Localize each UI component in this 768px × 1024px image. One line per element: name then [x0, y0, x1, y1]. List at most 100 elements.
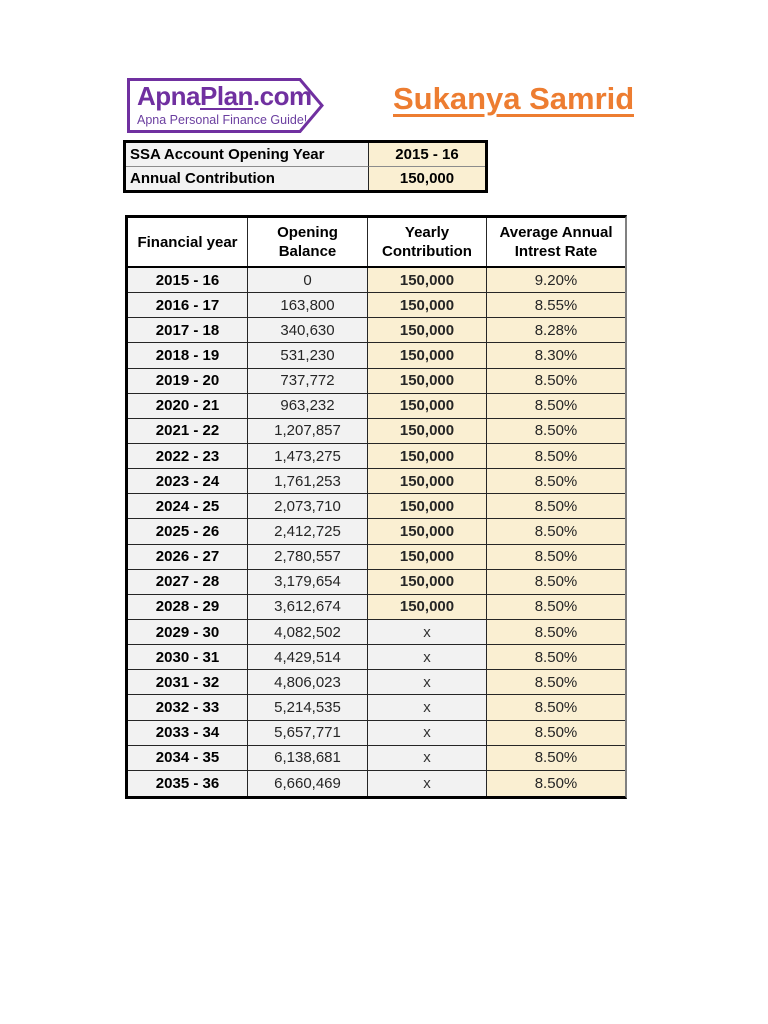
logo-text: ApnaPlan.com Apna Personal Finance Guide… — [137, 82, 312, 128]
cell-financial-year: 2017 - 18 — [128, 318, 248, 344]
cell-financial-year: 2032 - 33 — [128, 695, 248, 721]
table-row: 2019 - 20 737,772 150,000 8.50% — [128, 368, 625, 394]
cell-interest-rate: 8.50% — [487, 494, 625, 520]
table-row: 2033 - 34 5,657,771 x 8.50% — [128, 720, 625, 746]
cell-financial-year: 2035 - 36 — [128, 770, 248, 796]
ssa-projection-table: Financial year Opening Balance Yearly Co… — [125, 215, 627, 799]
cell-yearly-contribution: 150,000 — [368, 594, 487, 620]
table-row: 2025 - 26 2,412,725 150,000 8.50% — [128, 519, 625, 545]
table-row: 2023 - 24 1,761,253 150,000 8.50% — [128, 469, 625, 495]
cell-yearly-contribution: 150,000 — [368, 343, 487, 369]
cell-financial-year: 2015 - 16 — [128, 268, 248, 294]
cell-interest-rate: 8.28% — [487, 318, 625, 344]
cell-yearly-contribution: 150,000 — [368, 519, 487, 545]
cell-financial-year: 2020 - 21 — [128, 393, 248, 419]
apnaplan-logo: ApnaPlan.com Apna Personal Finance Guide… — [127, 78, 325, 133]
cell-yearly-contribution: 150,000 — [368, 368, 487, 394]
cell-opening-balance: 963,232 — [248, 393, 368, 419]
table-row: 2022 - 23 1,473,275 150,000 8.50% — [128, 443, 625, 470]
table-row: 2015 - 16 0 150,000 9.20% — [128, 268, 625, 294]
summary-label-annual-contribution: Annual Contribution — [126, 166, 368, 190]
header-interest-rate: Average Annual Intrest Rate — [487, 218, 625, 266]
cell-interest-rate: 8.50% — [487, 418, 625, 444]
cell-yearly-contribution: x — [368, 645, 487, 671]
page-title: Sukanya Samriddh — [393, 81, 634, 116]
logo-arrow-shape — [127, 78, 324, 133]
cell-yearly-contribution: x — [368, 745, 487, 771]
table-row: 2026 - 27 2,780,557 150,000 8.50% — [128, 544, 625, 570]
cell-interest-rate: 8.50% — [487, 695, 625, 721]
cell-opening-balance: 2,073,710 — [248, 494, 368, 520]
table-row: 2021 - 22 1,207,857 150,000 8.50% — [128, 418, 625, 444]
logo-brand-dotcom: .com — [252, 81, 312, 111]
cell-opening-balance: 1,761,253 — [248, 469, 368, 495]
cell-interest-rate: 8.30% — [487, 343, 625, 369]
cell-opening-balance: 6,660,469 — [248, 770, 368, 796]
summary-label-opening-year: SSA Account Opening Year — [126, 143, 368, 167]
table-row: 2029 - 30 4,082,502 x 8.50% — [128, 619, 625, 646]
table-row: 2016 - 17 163,800 150,000 8.55% — [128, 293, 625, 319]
cell-financial-year: 2021 - 22 — [128, 418, 248, 444]
cell-interest-rate: 8.50% — [487, 569, 625, 595]
cell-yearly-contribution: x — [368, 695, 487, 721]
table-row: 2017 - 18 340,630 150,000 8.28% — [128, 318, 625, 344]
ssa-table-body: 2015 - 16 0 150,000 9.20% 2016 - 17 163,… — [128, 268, 625, 796]
summary-table: SSA Account Opening Year 2015 - 16 Annua… — [123, 140, 488, 193]
cell-interest-rate: 8.50% — [487, 720, 625, 746]
logo-tagline: Apna Personal Finance Guide! — [137, 113, 308, 127]
cell-yearly-contribution: 150,000 — [368, 569, 487, 595]
cell-yearly-contribution: 150,000 — [368, 268, 487, 294]
cell-opening-balance: 4,806,023 — [248, 670, 368, 696]
cell-opening-balance: 163,800 — [248, 293, 368, 319]
table-row: 2024 - 25 2,073,710 150,000 8.50% — [128, 494, 625, 520]
cell-interest-rate: 8.50% — [487, 469, 625, 495]
cell-financial-year: 2028 - 29 — [128, 594, 248, 620]
cell-opening-balance: 737,772 — [248, 368, 368, 394]
table-row: 2027 - 28 3,179,654 150,000 8.50% — [128, 569, 625, 595]
cell-financial-year: 2016 - 17 — [128, 293, 248, 319]
cell-opening-balance: 2,412,725 — [248, 519, 368, 545]
cell-financial-year: 2024 - 25 — [128, 494, 248, 520]
cell-opening-balance: 5,214,535 — [248, 695, 368, 721]
logo-brand: ApnaPlan.com — [137, 82, 312, 110]
cell-interest-rate: 8.50% — [487, 544, 625, 570]
cell-financial-year: 2033 - 34 — [128, 720, 248, 746]
cell-interest-rate: 9.20% — [487, 268, 625, 294]
cell-interest-rate: 8.50% — [487, 368, 625, 394]
cell-opening-balance: 3,179,654 — [248, 569, 368, 595]
header-yearly-contribution: Yearly Contribution — [368, 218, 487, 266]
header-opening-balance: Opening Balance — [248, 218, 368, 266]
cell-opening-balance: 531,230 — [248, 343, 368, 369]
cell-opening-balance: 1,207,857 — [248, 418, 368, 444]
table-row: 2020 - 21 963,232 150,000 8.50% — [128, 393, 625, 419]
cell-opening-balance: 5,657,771 — [248, 720, 368, 746]
cell-interest-rate: 8.50% — [487, 645, 625, 671]
cell-yearly-contribution: 150,000 — [368, 544, 487, 570]
table-row: 2034 - 35 6,138,681 x 8.50% — [128, 745, 625, 771]
cell-opening-balance: 4,429,514 — [248, 645, 368, 671]
cell-opening-balance: 340,630 — [248, 318, 368, 344]
cell-opening-balance: 1,473,275 — [248, 443, 368, 470]
table-row: 2035 - 36 6,660,469 x 8.50% — [128, 770, 625, 796]
cell-yearly-contribution: x — [368, 770, 487, 796]
table-row: 2031 - 32 4,806,023 x 8.50% — [128, 670, 625, 696]
cell-interest-rate: 8.50% — [487, 443, 625, 470]
cell-financial-year: 2029 - 30 — [128, 619, 248, 646]
table-row: 2018 - 19 531,230 150,000 8.30% — [128, 343, 625, 369]
cell-yearly-contribution: 150,000 — [368, 469, 487, 495]
cell-interest-rate: 8.50% — [487, 670, 625, 696]
table-row: 2030 - 31 4,429,514 x 8.50% — [128, 645, 625, 671]
cell-yearly-contribution: x — [368, 720, 487, 746]
cell-yearly-contribution: 150,000 — [368, 393, 487, 419]
cell-interest-rate: 8.50% — [487, 770, 625, 796]
cell-yearly-contribution: 150,000 — [368, 418, 487, 444]
cell-yearly-contribution: 150,000 — [368, 494, 487, 520]
cell-financial-year: 2031 - 32 — [128, 670, 248, 696]
cell-financial-year: 2026 - 27 — [128, 544, 248, 570]
cell-financial-year: 2019 - 20 — [128, 368, 248, 394]
cell-opening-balance: 6,138,681 — [248, 745, 368, 771]
header-financial-year: Financial year — [128, 218, 248, 266]
cell-interest-rate: 8.50% — [487, 619, 625, 646]
cell-yearly-contribution: 150,000 — [368, 443, 487, 470]
cell-financial-year: 2027 - 28 — [128, 569, 248, 595]
